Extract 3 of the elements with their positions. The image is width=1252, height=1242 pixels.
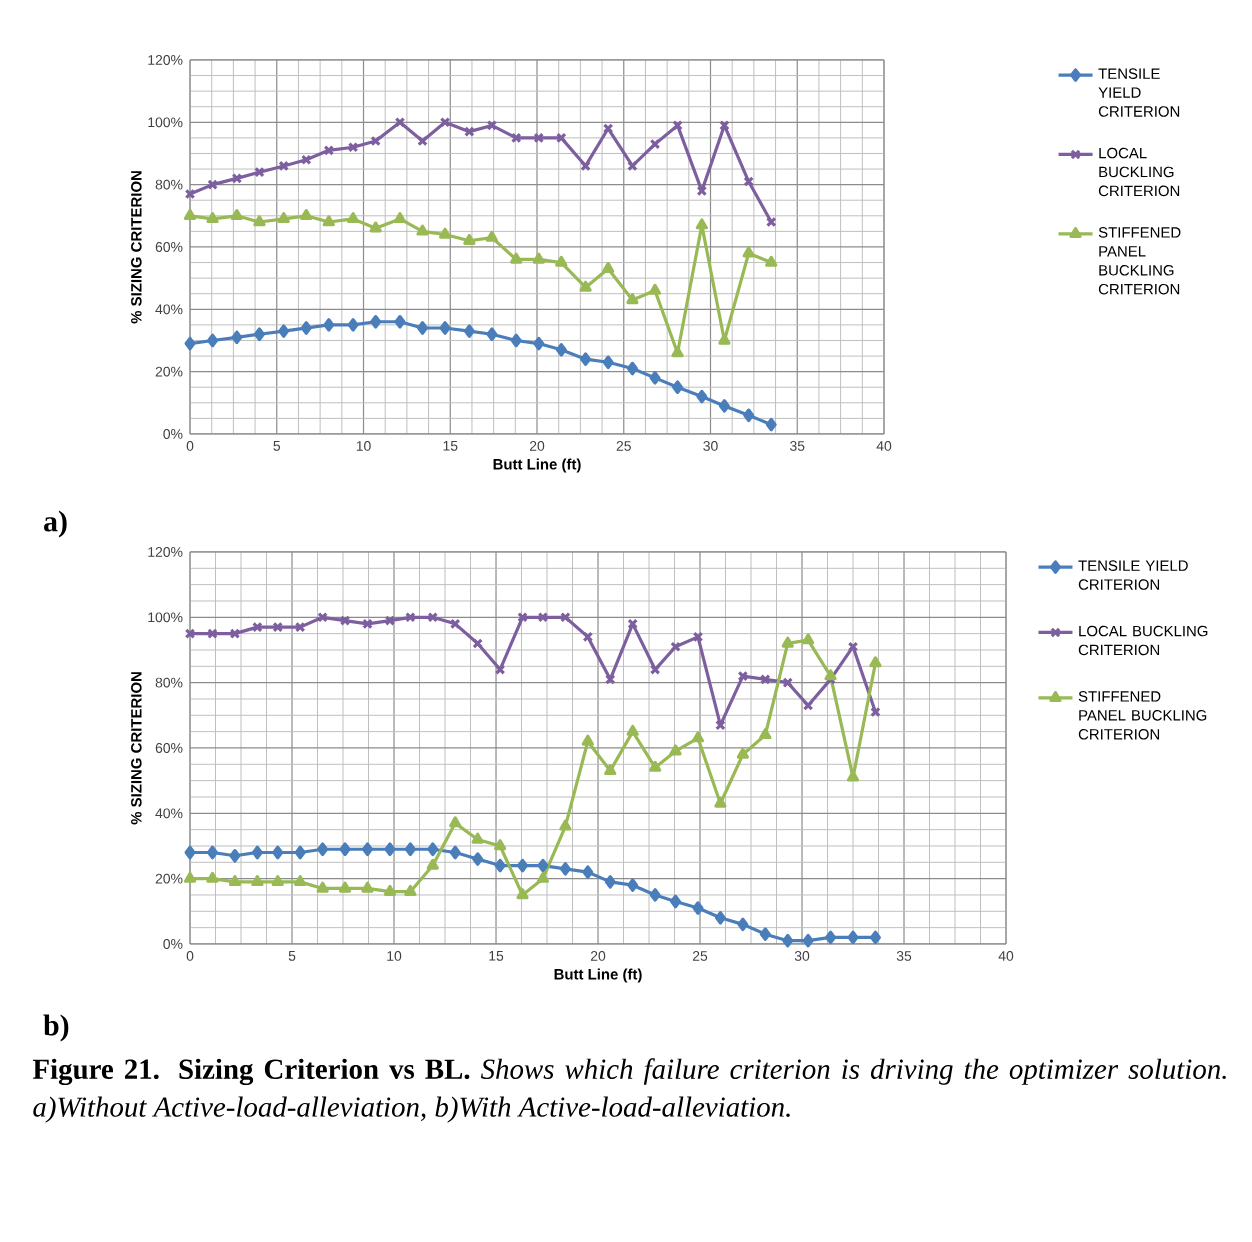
text: a)	[44, 510, 67, 538]
text: Figure 21. Sizing Criterion vs BL. Shows which failure criterion is driving the optimizer solution. a)Without Active-load-alleviation, b)With Active-load-alleviation.	[32, 1058, 1226, 1123]
text: b)	[43, 1014, 69, 1042]
